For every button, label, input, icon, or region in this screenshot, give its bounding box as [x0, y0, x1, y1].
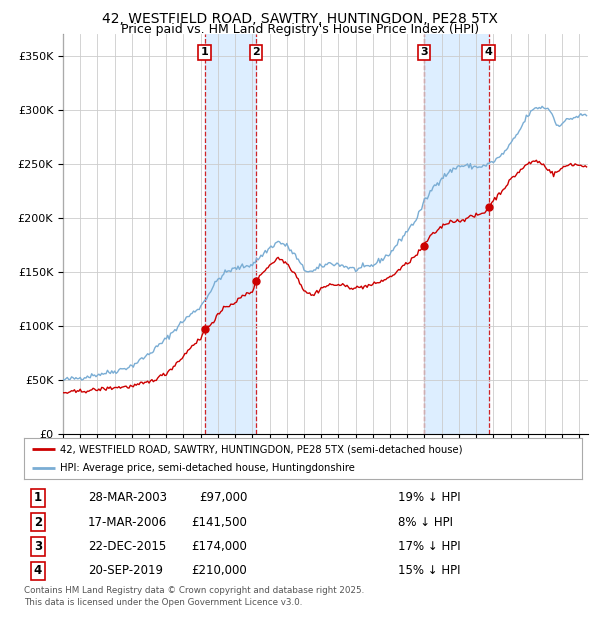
Text: £210,000: £210,000	[191, 564, 247, 577]
Text: £97,000: £97,000	[199, 492, 247, 505]
Text: 42, WESTFIELD ROAD, SAWTRY, HUNTINGDON, PE28 5TX: 42, WESTFIELD ROAD, SAWTRY, HUNTINGDON, …	[102, 12, 498, 27]
Text: £141,500: £141,500	[191, 516, 247, 529]
Text: 22-DEC-2015: 22-DEC-2015	[88, 540, 166, 553]
Text: 17-MAR-2006: 17-MAR-2006	[88, 516, 167, 529]
Text: 3: 3	[421, 47, 428, 57]
Text: Contains HM Land Registry data © Crown copyright and database right 2025.: Contains HM Land Registry data © Crown c…	[24, 586, 364, 595]
Text: £174,000: £174,000	[191, 540, 247, 553]
Text: Price paid vs. HM Land Registry's House Price Index (HPI): Price paid vs. HM Land Registry's House …	[121, 23, 479, 36]
Text: This data is licensed under the Open Government Licence v3.0.: This data is licensed under the Open Gov…	[24, 598, 302, 607]
Text: 28-MAR-2003: 28-MAR-2003	[88, 492, 167, 505]
Text: 20-SEP-2019: 20-SEP-2019	[88, 564, 163, 577]
Text: 2: 2	[252, 47, 260, 57]
Text: 1: 1	[34, 492, 42, 505]
Text: 42, WESTFIELD ROAD, SAWTRY, HUNTINGDON, PE28 5TX (semi-detached house): 42, WESTFIELD ROAD, SAWTRY, HUNTINGDON, …	[60, 444, 463, 454]
Text: 3: 3	[34, 540, 42, 553]
Text: 2: 2	[34, 516, 42, 529]
Bar	[205, 34, 256, 434]
Text: 4: 4	[485, 47, 493, 57]
Text: 8% ↓ HPI: 8% ↓ HPI	[398, 516, 453, 529]
Text: 1: 1	[201, 47, 209, 57]
Text: 19% ↓ HPI: 19% ↓ HPI	[398, 492, 460, 505]
Text: 4: 4	[34, 564, 42, 577]
Bar	[424, 34, 488, 434]
Text: HPI: Average price, semi-detached house, Huntingdonshire: HPI: Average price, semi-detached house,…	[60, 463, 355, 473]
Text: 17% ↓ HPI: 17% ↓ HPI	[398, 540, 460, 553]
Text: 15% ↓ HPI: 15% ↓ HPI	[398, 564, 460, 577]
